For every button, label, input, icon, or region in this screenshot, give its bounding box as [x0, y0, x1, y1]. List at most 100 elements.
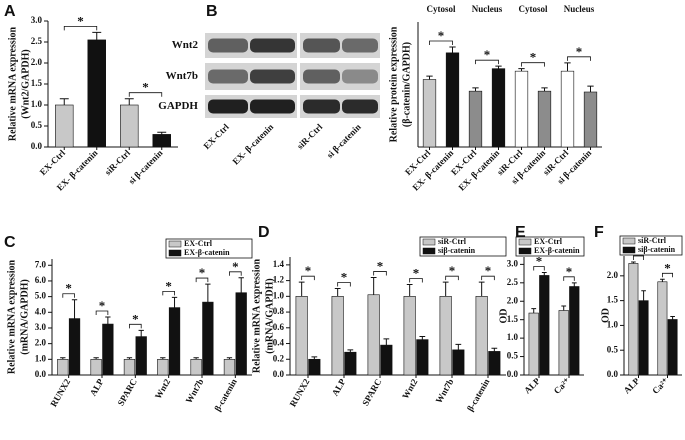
y-tick-label: 0.0 [35, 369, 47, 379]
significance-bracket [475, 59, 499, 65]
error-bar [126, 357, 133, 360]
y-tick-label: 2.0 [507, 295, 519, 305]
error-bar [160, 357, 166, 360]
legend-box [515, 236, 585, 257]
error-bar [71, 299, 78, 319]
x-tick-label: SPARC [360, 377, 383, 407]
y-tick-label: 1.0 [607, 319, 619, 329]
error-bar [370, 276, 377, 295]
group-label: Nucleus [564, 4, 595, 14]
error-bar [60, 357, 66, 360]
y-axis-label: (β-catenin/GAPDH) [401, 42, 412, 127]
error-bar [406, 284, 413, 297]
legend-swatch [518, 238, 532, 246]
error-bar [311, 356, 318, 360]
y-tick-label: 0.0 [31, 141, 43, 151]
blot-band [208, 38, 248, 53]
bar [157, 359, 169, 376]
error-bar [495, 65, 502, 69]
x-tick-label: si β-catenin [126, 148, 164, 186]
error-bar [455, 343, 462, 350]
significance-star: * [99, 298, 106, 313]
blot-band [303, 69, 340, 84]
bar [638, 300, 649, 376]
significance-bracket [95, 310, 109, 315]
y-axis-label: OD [600, 308, 611, 323]
y-tick-label: 1.4 [273, 259, 285, 269]
blot-band [208, 69, 248, 84]
y-tick-label: 7.0 [35, 259, 47, 269]
error-bar [531, 308, 537, 314]
significance-star: * [530, 50, 537, 65]
error-bar [442, 281, 449, 297]
legend-swatch [622, 237, 636, 245]
significance-star: * [485, 263, 492, 278]
legend-swatch [168, 249, 182, 257]
error-bar [383, 338, 390, 346]
x-tick-label: ALP [522, 375, 542, 395]
bar [445, 52, 460, 148]
legend-label: siR-Ctrl [638, 236, 667, 245]
significance-bracket [229, 271, 242, 276]
error-bar [124, 98, 134, 105]
significance-star: * [377, 258, 384, 273]
y-tick-label: 1.5 [507, 314, 519, 324]
y-tick-label: 0.5 [31, 120, 43, 130]
significance-star: * [566, 264, 573, 279]
bar [628, 263, 639, 376]
significance-bracket [445, 275, 459, 281]
blot-band [303, 99, 340, 114]
error-bar [670, 315, 675, 320]
error-bar [561, 305, 567, 311]
bar [87, 39, 106, 148]
legend-label: siR-Ctrl [438, 237, 467, 246]
legend-swatch [422, 247, 436, 255]
legend-label: EX-Ctrl [184, 239, 213, 248]
significance-star: * [232, 259, 239, 274]
error-bar [205, 283, 211, 303]
error-bar [426, 75, 433, 80]
bar [416, 339, 429, 376]
y-axis-label: Relative mRNA expression [7, 26, 18, 141]
y-tick-label: 0.5 [507, 351, 519, 361]
group-label: Cytosol [519, 4, 548, 14]
bar [202, 301, 214, 376]
panel-letter: E [515, 224, 526, 241]
significance-star: * [165, 278, 172, 293]
significance-bracket [661, 272, 674, 278]
significance-star: * [413, 266, 420, 281]
bar [55, 104, 74, 148]
bar [403, 296, 416, 376]
blot-row-label: Wnt2 [172, 39, 199, 51]
bar [68, 318, 81, 376]
legend-swatch [168, 240, 182, 248]
error-bar [238, 277, 244, 293]
y-tick-label: 0.2 [273, 353, 285, 363]
bar [90, 359, 102, 376]
significance-bracket [521, 62, 545, 67]
blot-band [342, 38, 378, 53]
error-bar [518, 68, 525, 72]
bar [331, 296, 344, 376]
y-tick-label: 6.0 [35, 275, 47, 285]
error-bar [449, 46, 456, 53]
significance-bracket [632, 255, 645, 260]
blot-band [208, 99, 248, 114]
blot-band [250, 38, 295, 53]
bar [102, 323, 114, 376]
error-bar [298, 281, 305, 297]
blot-band [342, 69, 378, 84]
bar [514, 70, 529, 148]
error-bar [334, 287, 341, 297]
significance-bracket [567, 56, 591, 61]
blot-row-label: GAPDH [158, 100, 198, 112]
panel-letter: F [594, 224, 604, 241]
significance-bracket [373, 271, 387, 276]
bar [367, 294, 380, 376]
y-tick-label: 1.0 [35, 353, 47, 363]
significance-star: * [341, 269, 348, 284]
bar [380, 344, 393, 376]
y-tick-label: 0.0 [607, 369, 619, 379]
bar [539, 275, 550, 376]
x-tick-label: Wnt2 [153, 377, 173, 401]
